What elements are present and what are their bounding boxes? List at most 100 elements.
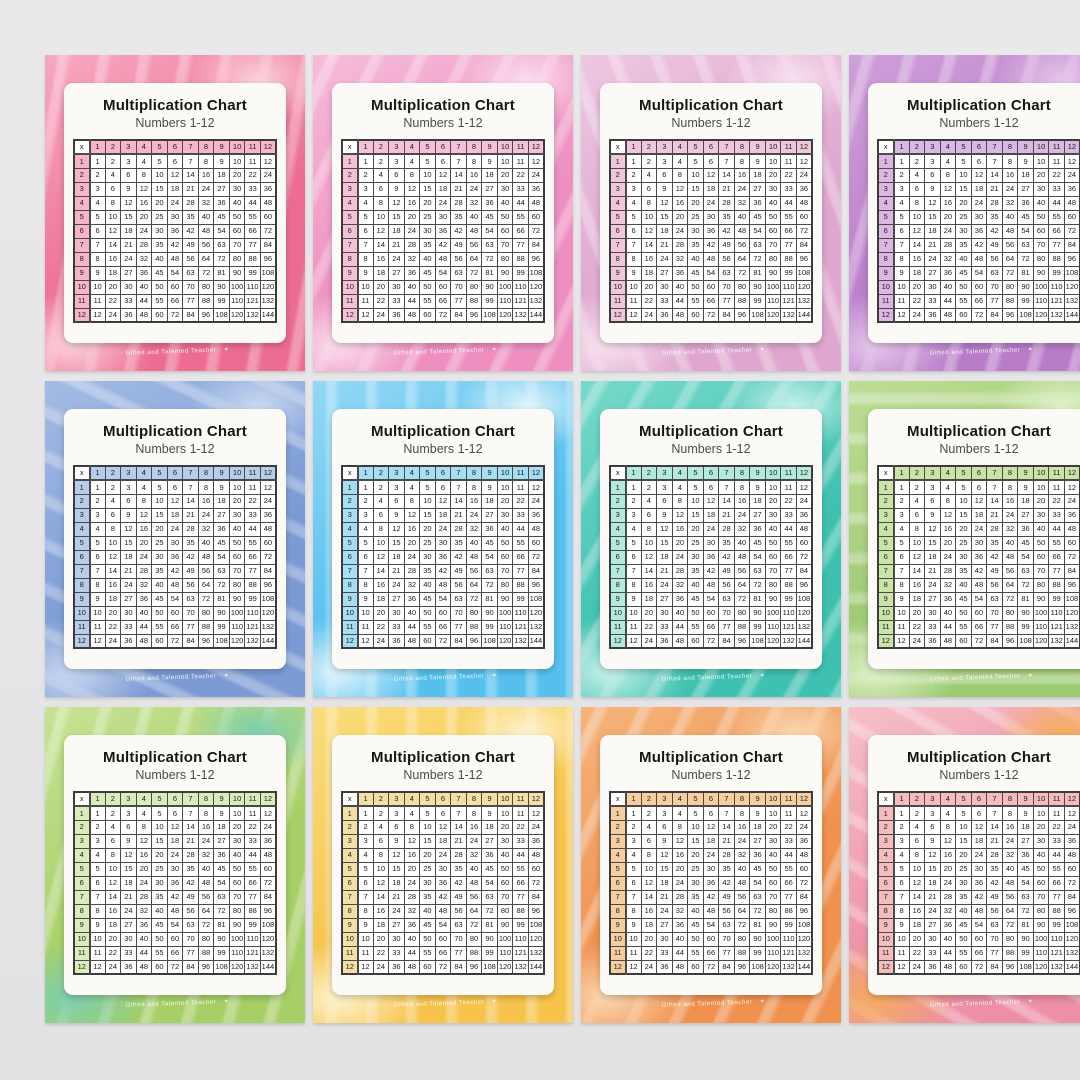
product-cell: 110 (228, 293, 246, 309)
product-cell: 64 (733, 903, 751, 919)
product-cell: 30 (434, 209, 452, 225)
product-cell: 27 (481, 181, 498, 197)
product-cell: 66 (512, 223, 529, 239)
product-cell: 77 (182, 293, 199, 309)
column-header-cell: 5 (687, 465, 704, 481)
product-cell: 36 (388, 633, 405, 649)
product-cell: 35 (718, 209, 735, 225)
product-cell: 4 (671, 153, 689, 169)
product-cell: 3 (120, 479, 137, 495)
product-cell: 56 (465, 889, 483, 905)
product-cell: 144 (527, 307, 545, 323)
corner-cell: x (73, 791, 91, 807)
product-cell: 50 (228, 535, 246, 551)
product-cell: 40 (1032, 195, 1050, 211)
product-cell: 12 (434, 819, 452, 835)
product-cell: 25 (687, 861, 704, 877)
product-cell: 10 (893, 605, 910, 621)
product-cell: 54 (213, 549, 230, 565)
product-cell: 144 (259, 307, 277, 323)
table-row: 7 7 14 21 28 35 42 49 56 63 70 77 84 (877, 563, 1080, 579)
product-cell: 4 (135, 805, 153, 821)
product-cell: 1 (893, 805, 910, 821)
product-cell: 42 (182, 549, 199, 565)
table-row: 3 3 6 9 12 15 18 21 24 27 30 33 36 (609, 833, 813, 849)
product-cell: 36 (749, 847, 766, 863)
column-header-cell: 8 (733, 791, 751, 807)
product-cell: 8 (939, 493, 957, 509)
product-cell: 33 (780, 181, 797, 197)
product-cell: 70 (450, 279, 467, 295)
product-cell: 22 (244, 493, 261, 509)
product-cell: 27 (656, 917, 673, 933)
product-cell: 25 (419, 861, 436, 877)
column-header-cell: 2 (908, 791, 926, 807)
product-cell: 14 (908, 563, 926, 579)
product-cell: 72 (213, 903, 230, 919)
product-cell: 88 (1048, 251, 1065, 267)
product-cell: 8 (372, 847, 390, 863)
table-row: 8 8 16 24 32 40 48 56 64 72 80 88 96 (609, 251, 813, 267)
product-cell: 99 (749, 293, 766, 309)
product-cell: 12 (640, 549, 658, 565)
product-cell: 24 (259, 493, 277, 509)
product-cell: 66 (1048, 549, 1065, 565)
product-cell: 42 (450, 223, 467, 239)
product-cell: 21 (718, 181, 735, 197)
product-cell: 48 (1001, 223, 1019, 239)
product-cell: 88 (197, 945, 215, 961)
product-cell: 36 (120, 959, 137, 975)
product-cell: 28 (671, 889, 689, 905)
product-cell: 100 (228, 605, 246, 621)
column-header-cell: 10 (1032, 465, 1050, 481)
row-header-cell: 1 (73, 805, 91, 821)
table-row: 4 4 8 12 16 20 24 28 32 36 40 44 48 (609, 521, 813, 537)
product-cell: 120 (527, 279, 545, 295)
row-header-cell: 2 (73, 167, 91, 183)
product-cell: 88 (733, 293, 751, 309)
product-cell: 48 (702, 251, 720, 267)
column-header-cell: 6 (970, 465, 988, 481)
product-cell: 84 (1063, 889, 1080, 905)
product-cell: 77 (512, 237, 529, 253)
row-header-cell: 2 (609, 493, 627, 509)
product-cell: 30 (1032, 181, 1050, 197)
product-cell: 54 (970, 591, 988, 607)
column-header-cell: 12 (1063, 139, 1080, 155)
product-cell: 3 (388, 805, 405, 821)
product-cell: 40 (955, 903, 972, 919)
table-row: 12 12 24 36 48 60 72 84 96 108 120 132 144 (73, 307, 277, 323)
table-row: 6 6 12 18 24 30 36 42 48 54 60 66 72 (341, 875, 545, 891)
product-cell: 20 (640, 931, 658, 947)
product-cell: 10 (764, 153, 782, 169)
product-cell: 36 (527, 507, 545, 523)
product-cell: 30 (955, 875, 972, 891)
product-cell: 16 (403, 847, 421, 863)
product-cell: 64 (197, 577, 215, 593)
table-row: 4 4 8 12 16 20 24 28 32 36 40 44 48 (877, 847, 1080, 863)
product-cell: 25 (419, 209, 436, 225)
product-cell: 30 (702, 861, 720, 877)
product-cell: 32 (671, 577, 689, 593)
product-cell: 7 (625, 563, 642, 579)
column-header-cell: 5 (955, 465, 972, 481)
product-cell: 5 (625, 861, 642, 877)
product-cell: 56 (718, 251, 735, 267)
product-cell: 10 (908, 535, 926, 551)
row-header-cell: 8 (341, 251, 359, 267)
poster-subtitle: Numbers 1-12 (939, 442, 1019, 456)
product-cell: 24 (403, 549, 421, 565)
product-cell: 27 (213, 833, 230, 849)
product-cell: 4 (372, 819, 390, 835)
product-cell: 144 (795, 959, 813, 975)
product-cell: 60 (764, 549, 782, 565)
column-header-cell: 8 (465, 791, 483, 807)
product-cell: 2 (89, 819, 106, 835)
product-cell: 12 (434, 493, 452, 509)
product-cell: 15 (419, 507, 436, 523)
product-cell: 22 (908, 293, 926, 309)
product-cell: 45 (419, 917, 436, 933)
